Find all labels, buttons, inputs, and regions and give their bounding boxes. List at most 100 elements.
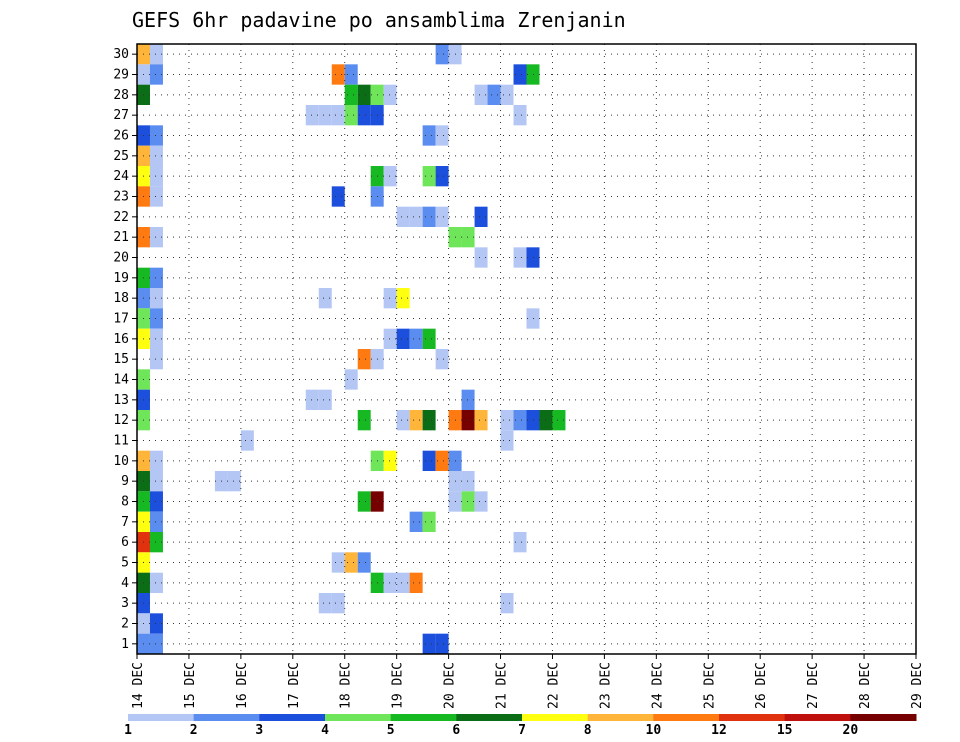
heatmap-cell [513,64,527,85]
y-tick-label: 12 [113,413,129,428]
heatmap-cell [435,166,449,187]
x-tick-label: 19 DEC [391,662,406,709]
colorbar-tick-label: 1 [124,723,132,738]
x-tick-label: 29 DEC [910,662,925,709]
x-tick-label: 17 DEC [287,662,302,709]
x-tick-label: 22 DEC [547,662,562,709]
heatmap-cell [487,84,501,105]
heatmap-cell [357,84,371,105]
colorbar-tick-label: 3 [255,723,263,738]
heatmap-cell [409,410,423,431]
y-tick-label: 26 [113,129,129,144]
y-tick-label: 1 [121,637,129,652]
heatmap-cell [474,491,488,512]
heatmap-cell [396,206,410,227]
heatmap-cell [422,410,436,431]
heatmap-cell [513,247,527,268]
heatmap-cell [357,410,371,431]
heatmap-cell [331,105,345,126]
heatmap-cell [149,511,163,532]
y-tick-label: 25 [113,149,129,164]
colorbar-tick-label: 10 [646,723,662,738]
heatmap-cell [149,125,163,146]
colorbar-tick-label: 20 [843,723,859,738]
heatmap-cell [383,572,397,593]
heatmap-cell [149,288,163,309]
heatmap-cell [422,206,436,227]
heatmap-cell [357,105,371,126]
y-tick-label: 4 [121,576,129,591]
heatmap-cell [422,511,436,532]
heatmap-cell [227,471,241,492]
heatmap-cell [461,491,475,512]
heatmap-cell [149,450,163,471]
y-tick-label: 8 [121,495,129,510]
heatmap-cell [552,410,566,431]
y-tick-label: 19 [113,271,129,286]
heatmap-cell [149,349,163,370]
x-tick-label: 25 DEC [702,662,717,709]
heatmap-cell [344,84,358,105]
colorbar-segment [456,714,523,721]
heatmap-cell [435,450,449,471]
heatmap-cell [435,206,449,227]
heatmap-cell [149,267,163,288]
heatmap-cell [500,430,514,451]
colorbar-segment [128,714,195,721]
colorbar-tick-label: 12 [711,723,727,738]
x-tick-label: 18 DEC [339,662,354,709]
axes: 1234567891011121314151617181920212223242… [113,43,925,709]
y-tick-label: 2 [121,617,129,632]
heatmap-cell [383,84,397,105]
heatmap-cell [422,328,436,349]
y-tick-label: 27 [113,108,129,123]
heatmap-cell [435,44,449,65]
heatmap-cell [383,328,397,349]
heatmap-cell [435,349,449,370]
colorbar-segment [390,714,457,721]
colorbar-tick-label: 8 [584,723,592,738]
heatmap-cell [461,410,475,431]
y-tick-label: 15 [113,352,129,367]
x-tick-label: 23 DEC [598,662,613,709]
y-tick-label: 7 [121,515,129,530]
heatmap-cell [513,532,527,553]
heatmap-cell [357,552,371,573]
heatmap-cell [526,410,540,431]
heatmap-cell [149,471,163,492]
heatmap-cell [149,227,163,248]
heatmap-cell [513,410,527,431]
colorbar-segment [325,714,392,721]
heatmap-cell [474,247,488,268]
heatmap-cell [305,105,319,126]
heatmap-cell [149,633,163,654]
heatmap-cell [396,288,410,309]
heatmap-cell [409,572,423,593]
heatmap-cell [383,166,397,187]
x-tick-label: 26 DEC [754,662,769,709]
y-tick-label: 22 [113,210,129,225]
heatmap-cell [149,308,163,329]
x-tick-label: 24 DEC [650,662,665,709]
heatmap-cell [149,491,163,512]
heatmap-cell [383,450,397,471]
heatmap-cell [422,166,436,187]
y-tick-label: 6 [121,535,129,550]
heatmap-cell [396,328,410,349]
colorbar-tick-label: 7 [518,723,526,738]
heatmap-cell [500,84,514,105]
heatmap-cell [422,633,436,654]
heatmap-cell [409,511,423,532]
colorbar-segment [193,714,260,721]
y-tick-label: 5 [121,556,129,571]
heatmap-cell [318,288,332,309]
heatmap-cell [331,593,345,614]
heatmap-cell [305,389,319,410]
heatmap-cell [318,389,332,410]
y-tick-label: 11 [113,434,129,449]
heatmap-cell [474,206,488,227]
heatmap-cell [344,369,358,390]
heatmap-cell [331,186,345,207]
colorbar-segment [719,714,786,721]
